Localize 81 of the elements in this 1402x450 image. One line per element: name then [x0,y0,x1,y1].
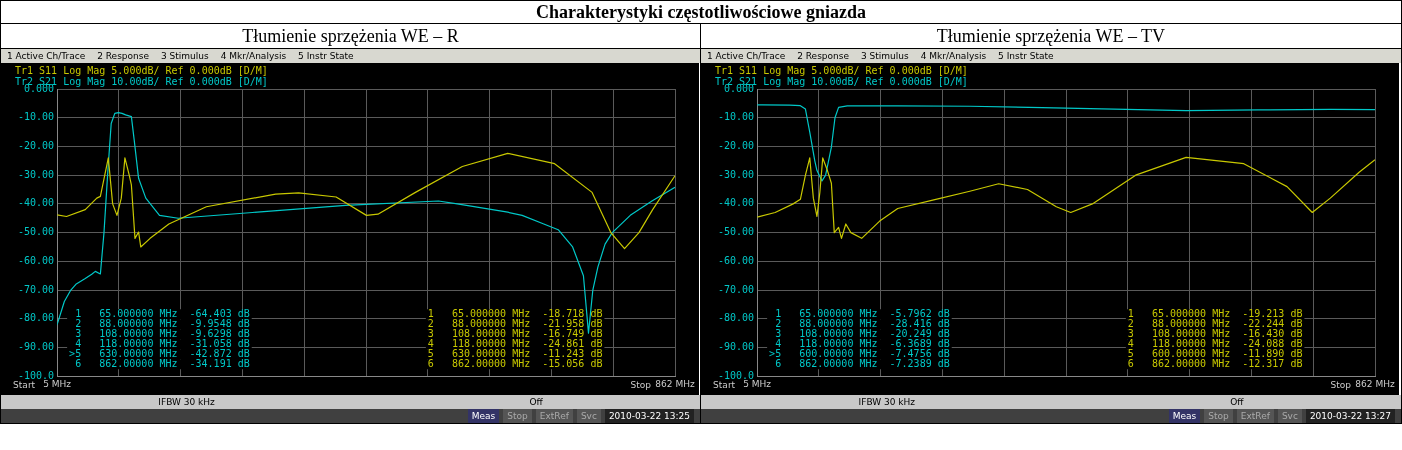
annotation: 1 65.000000 MHz -5.7962 dB [769,307,950,319]
annotation: 4 118.00000 MHz -31.058 dB [69,337,250,349]
y-tick-label: -80.00 [18,312,55,324]
annotation: 4 118.00000 MHz -6.3689 dB [769,337,950,349]
y-tick-label: -100.0 [718,369,755,381]
x-tick-label: 862 MHz [655,378,695,389]
y-tick-label: -10.00 [18,111,55,123]
text: 1 Active Ch/Trace [7,50,86,63]
y-tick-label: -20.00 [718,140,755,152]
annotation: 6 862.00000 MHz -7.2389 dB [769,357,950,369]
x-tick-label: 5 MHz [43,378,72,389]
annotation: 3 108.00000 MHz -16.430 dB [1127,327,1303,339]
text: Off [529,396,543,409]
annotation: 2 88.000000 MHz -21.958 dB [427,317,603,329]
annotation: 3 108.00000 MHz -16.749 dB [427,327,603,339]
text: 5 Instr State [998,50,1054,63]
text: 4 Mkr/Analysis [220,50,287,63]
annotation: 3 108.00000 MHz -20.249 dB [769,327,950,339]
annotation: 3 108.00000 MHz -9.6298 dB [69,327,250,339]
annotation: 6 862.00000 MHz -34.191 dB [69,357,250,369]
text: 4 Mkr/Analysis [920,50,987,63]
annotation: 2 88.000000 MHz -9.9548 dB [69,317,250,329]
text: ExtRef [535,409,573,423]
text: Tr1 S11 Log Mag 5.000dB/ Ref 0.000dB [D/M] [715,64,968,76]
text: 3 Stimulus [861,50,909,63]
x-tick-label: 862 MHz [1355,378,1395,389]
text: 5 Instr State [298,50,354,63]
text: 2010-03-22 13:27 [1305,409,1395,423]
y-tick-label: -80.00 [718,312,755,324]
annotation: 6 862.00000 MHz -15.056 dB [427,357,603,369]
annotation: >5 630.00000 MHz -42.872 dB [69,347,250,359]
text: ExtRef [1236,409,1274,423]
y-tick-label: -70.00 [718,283,755,295]
text: 2 Response [797,50,849,63]
y-tick-label: -50.00 [18,226,55,238]
text: Meas [467,409,500,423]
text: Stop [1330,379,1352,390]
text: Stop [503,409,532,423]
text: Meas [1168,409,1201,423]
text: IFBW 30 kHz [158,396,215,409]
text: Start [713,379,736,390]
y-tick-label: -100.0 [18,369,55,381]
chart-subtitle: Tłumienie sprzężenia WE – R [1,24,700,49]
annotation: 1 65.000000 MHz -19.213 dB [1127,307,1303,319]
annotation: 5 630.00000 MHz -11.243 dB [427,347,603,359]
annotation: 6 862.00000 MHz -12.317 dB [1127,357,1303,369]
y-tick-label: -60.00 [718,254,755,266]
annotation: >5 600.00000 MHz -7.4756 dB [769,347,950,359]
y-tick-label: -50.00 [718,226,755,238]
text: 2 Response [97,50,149,63]
x-tick-label: 5 MHz [743,378,772,389]
y-tick-label: -20.00 [18,140,55,152]
annotation: 4 118.00000 MHz -24.861 dB [427,337,603,349]
text: Svc [576,409,601,423]
y-tick-label: -30.00 [18,168,55,180]
annotation: 2 88.000000 MHz -28.416 dB [769,317,950,329]
y-tick-label: -30.00 [718,168,755,180]
text: Off [1230,396,1244,409]
text: IFBW 30 kHz [858,396,916,409]
chart-subtitle: Tłumienie sprzężenia WE – TV [701,24,1401,49]
text: Svc [1277,409,1302,423]
y-tick-label: -90.00 [718,341,755,353]
y-tick-label: -90.00 [18,341,55,353]
text: Stop [1204,409,1233,423]
y-tick-label: -60.00 [18,254,55,266]
y-tick-label: -40.00 [718,197,755,209]
text: Tr1 S11 Log Mag 5.000dB/ Ref 0.000dB [D/M] [15,64,268,76]
annotation: 5 600.00000 MHz -11.890 dB [1127,347,1303,359]
text: 1 Active Ch/Trace [707,50,786,63]
y-tick-label: -70.00 [18,283,55,295]
annotation: 2 88.000000 MHz -22.244 dB [1127,317,1303,329]
annotation: 1 65.000000 MHz -18.718 dB [427,307,603,319]
chart-title: Charakterystyki częstotliwościowe gniazda [1,1,1401,24]
y-tick-label: -10.00 [718,111,755,123]
y-tick-label: -40.00 [18,197,55,209]
annotation: 1 65.000000 MHz -64.403 dB [69,307,250,319]
annotation: 4 118.00000 MHz -24.088 dB [1127,337,1303,349]
text: Stop [630,379,652,390]
text: 2010-03-22 13:25 [604,409,694,423]
text: 3 Stimulus [161,50,209,63]
text: Start [13,379,36,390]
